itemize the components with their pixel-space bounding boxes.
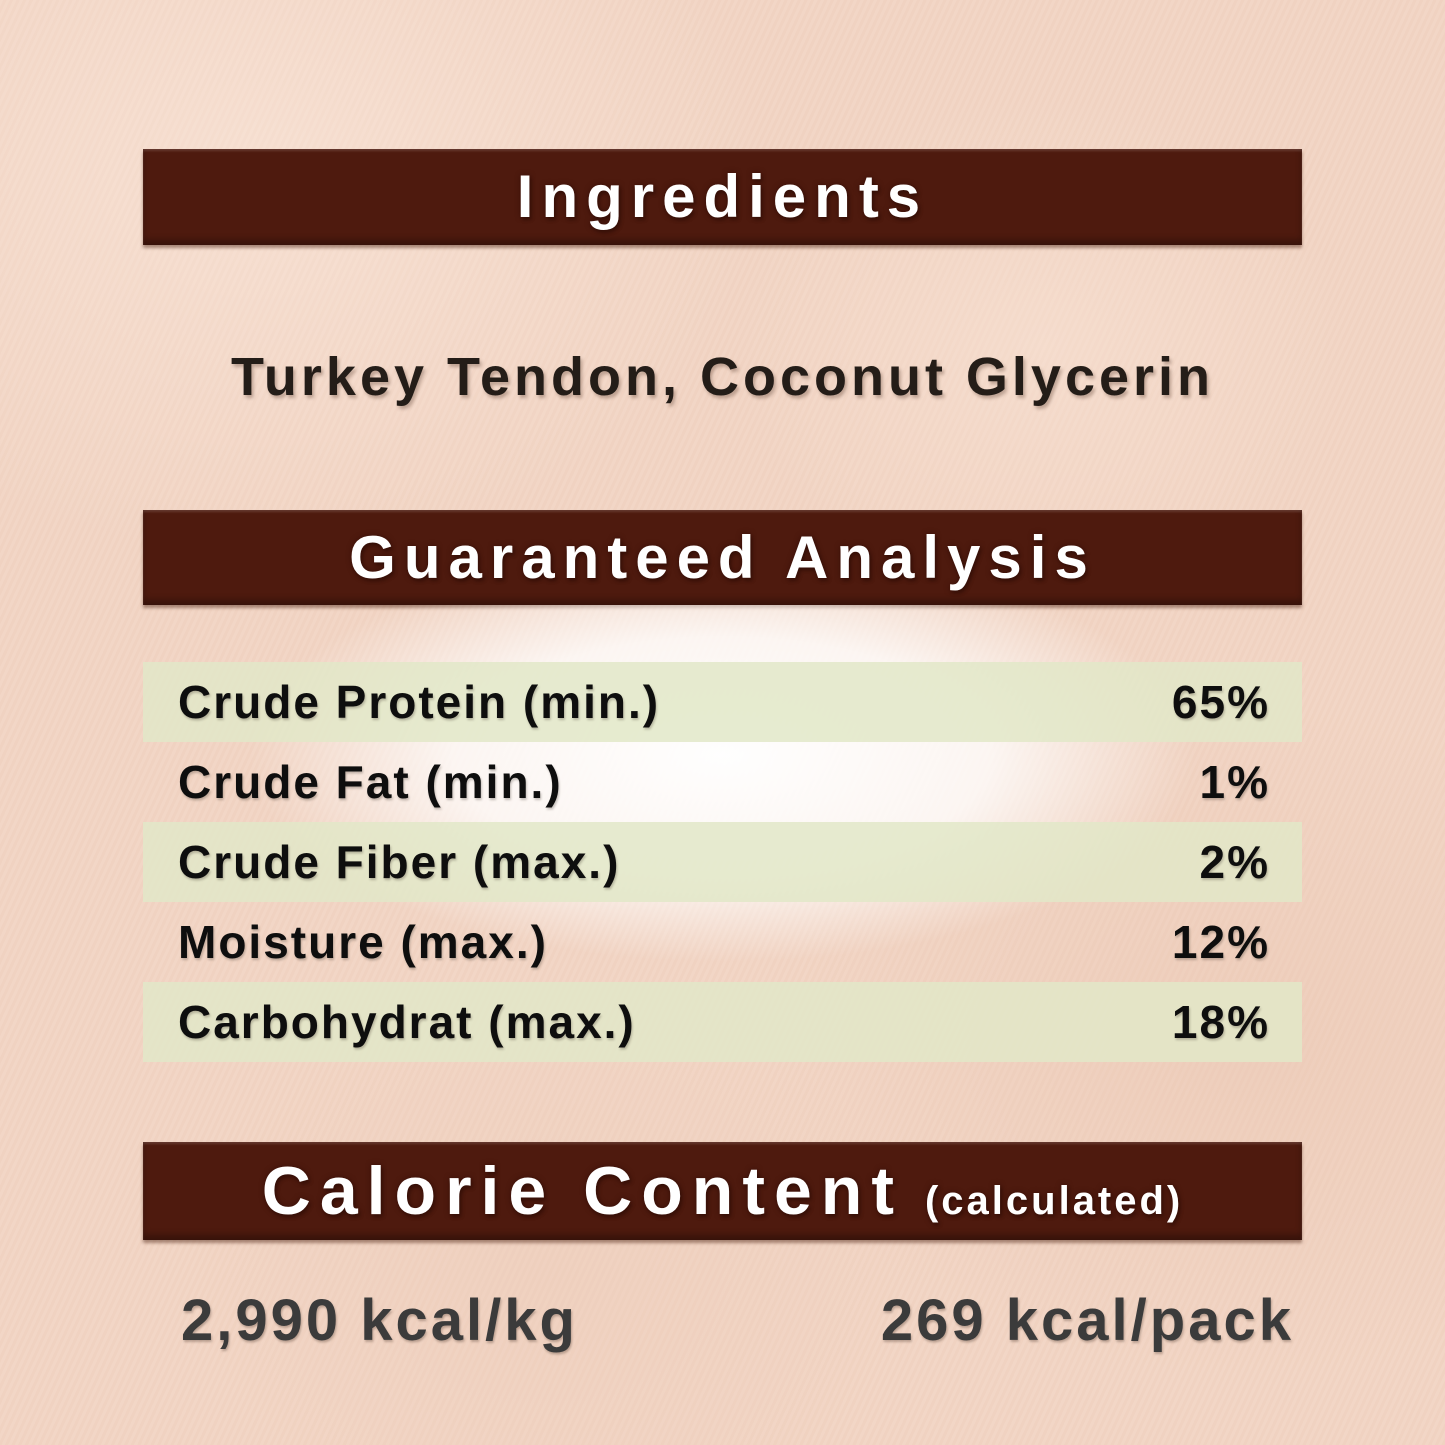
guaranteed-analysis-header-bar: Guaranteed Analysis bbox=[143, 510, 1302, 605]
row-label: Crude Fiber (max.) bbox=[178, 836, 621, 888]
ingredients-header-bar: Ingredients bbox=[143, 149, 1302, 245]
calorie-values-row: 2,990 kcal/kg 269 kcal/pack bbox=[143, 1292, 1302, 1350]
table-row: Carbohydrat (max.) 18% bbox=[143, 982, 1302, 1062]
calorie-content-header-suffix: (calculated) bbox=[924, 1179, 1184, 1223]
row-value: 12% bbox=[1171, 916, 1270, 968]
analysis-table: Crude Protein (min.) 65% Crude Fat (min.… bbox=[143, 662, 1302, 1062]
row-value: 65% bbox=[1171, 676, 1270, 728]
table-row: Moisture (max.) 12% bbox=[143, 902, 1302, 982]
ingredients-list-text: Turkey Tendon, Coconut Glycerin bbox=[230, 347, 1215, 407]
row-label: Crude Fat (min.) bbox=[178, 756, 563, 808]
row-value: 18% bbox=[1171, 996, 1270, 1048]
row-value: 1% bbox=[1199, 756, 1270, 808]
table-row: Crude Protein (min.) 65% bbox=[143, 662, 1302, 742]
row-label: Moisture (max.) bbox=[178, 916, 548, 968]
table-row: Crude Fat (min.) 1% bbox=[143, 742, 1302, 822]
kcal-per-pack-value: 269 kcal/pack bbox=[880, 1288, 1294, 1353]
guaranteed-analysis-header-title: Guaranteed Analysis bbox=[349, 523, 1096, 591]
label-panel: Ingredients Turkey Tendon, Coconut Glyce… bbox=[143, 0, 1302, 1445]
row-label: Crude Protein (min.) bbox=[178, 676, 661, 728]
kcal-per-kg-value: 2,990 kcal/kg bbox=[181, 1288, 578, 1353]
row-value: 2% bbox=[1199, 836, 1270, 888]
calorie-header-group: Calorie Content (calculated) bbox=[262, 1142, 1184, 1240]
calorie-content-header-title: Calorie Content bbox=[261, 1153, 903, 1229]
row-label: Carbohydrat (max.) bbox=[178, 996, 636, 1048]
calorie-content-header-bar: Calorie Content (calculated) bbox=[143, 1142, 1302, 1240]
table-row: Crude Fiber (max.) 2% bbox=[143, 822, 1302, 902]
ingredients-header-title: Ingredients bbox=[516, 163, 929, 230]
